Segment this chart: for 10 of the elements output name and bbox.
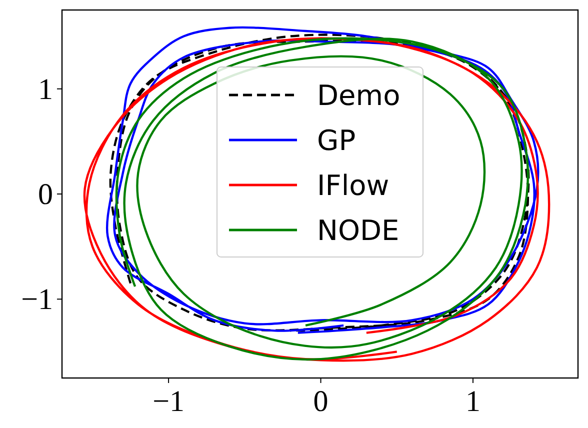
x-tick-label: −1 <box>152 385 185 418</box>
x-tick-label: 0 <box>313 385 328 418</box>
x-tick-label: 1 <box>465 385 480 418</box>
legend-label: Demo <box>317 79 400 112</box>
y-tick-label: −1 <box>21 283 53 316</box>
legend-label: NODE <box>317 214 400 247</box>
legend-label: GP <box>317 124 356 157</box>
y-tick-label: 1 <box>38 72 53 106</box>
y-tick-label: 0 <box>38 178 53 211</box>
legend-label: IFlow <box>317 169 390 202</box>
